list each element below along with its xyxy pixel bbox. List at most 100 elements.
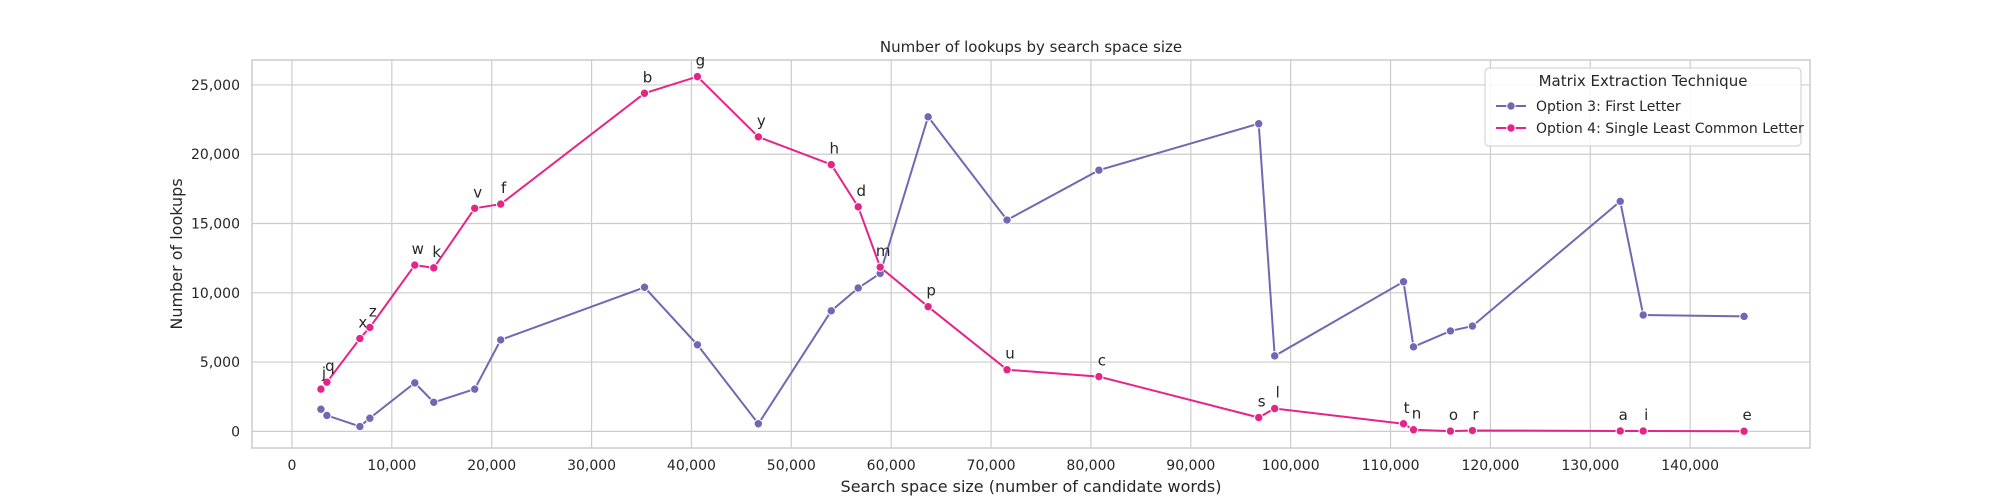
data-point	[1094, 165, 1104, 175]
x-tick-label: 120,000	[1461, 458, 1519, 474]
x-tick-label: 60,000	[867, 458, 916, 474]
data-point	[1615, 426, 1625, 436]
x-tick-label: 70,000	[967, 458, 1016, 474]
point-labels: j q xz w k v f b g y h d m p u c sl t n o r a i e	[321, 52, 1752, 425]
point-label: o	[1449, 406, 1458, 424]
point-label: t	[1404, 399, 1410, 417]
series-1	[316, 112, 1749, 432]
data-point	[1094, 371, 1104, 382]
data-point	[1002, 365, 1012, 375]
data-point	[1445, 426, 1456, 436]
data-point	[495, 199, 506, 209]
data-point	[639, 88, 650, 98]
data-point	[853, 283, 863, 293]
legend-marker	[1506, 101, 1516, 111]
series-2	[316, 71, 1749, 436]
data-point	[1467, 321, 1478, 331]
data-point	[322, 410, 332, 421]
x-tick-label: 130,000	[1561, 458, 1619, 474]
data-point	[1638, 426, 1648, 436]
legend-entry: Option 3: First Letter	[1496, 99, 1681, 115]
point-label: k	[432, 243, 441, 261]
x-tick-label: 40,000	[667, 458, 716, 474]
data-point	[365, 322, 375, 333]
data-point	[355, 421, 365, 432]
x-tick-label: 10,000	[367, 458, 416, 474]
data-point	[692, 340, 703, 350]
data-point	[1269, 351, 1280, 361]
x-tick-label: 140,000	[1661, 458, 1719, 474]
data-point	[753, 419, 764, 429]
data-point	[1638, 310, 1648, 320]
point-label: s	[1258, 393, 1266, 411]
x-tick-label: 100,000	[1262, 458, 1320, 474]
y-tick-label: 10,000	[191, 286, 240, 302]
point-label: g	[696, 52, 706, 70]
legend-label: Option 4: Single Least Common Letter	[1536, 121, 1804, 137]
data-point	[1739, 311, 1749, 322]
point-label: f	[501, 179, 507, 197]
point-label: c	[1098, 352, 1106, 370]
data-point	[923, 301, 933, 312]
data-point	[1002, 215, 1012, 225]
data-point	[826, 306, 836, 316]
point-label: u	[1005, 345, 1015, 363]
point-label: m	[876, 242, 891, 260]
x-tick-label: 110,000	[1362, 458, 1420, 474]
data-point	[429, 263, 439, 273]
point-label: e	[1742, 406, 1751, 424]
data-point	[923, 112, 933, 122]
data-point	[1739, 426, 1749, 436]
data-point	[853, 202, 863, 212]
point-label: b	[643, 68, 653, 86]
point-label: z	[369, 302, 377, 320]
data-point	[495, 335, 506, 345]
point-label: i	[1644, 406, 1648, 424]
y-axis-label: Number of lookups	[167, 178, 186, 329]
data-point	[1269, 403, 1280, 414]
legend-label: Option 3: First Letter	[1536, 99, 1681, 115]
data-point	[1254, 119, 1264, 129]
legend-entry: Option 4: Single Least Common Letter	[1496, 121, 1804, 137]
data-point	[826, 159, 836, 170]
x-tick-label: 20,000	[467, 458, 516, 474]
data-point	[429, 397, 439, 407]
data-point	[1398, 277, 1409, 287]
x-axis-label: Search space size (number of candidate w…	[841, 477, 1222, 496]
data-point	[1408, 425, 1419, 435]
point-label: q	[325, 357, 335, 375]
x-tick-label: 80,000	[1066, 458, 1115, 474]
data-point	[355, 333, 365, 344]
point-label: d	[856, 182, 866, 200]
y-axis-ticks: 0 5,000 10,000 15,000 20,000 25,000	[191, 78, 240, 440]
x-tick-label: 50,000	[767, 458, 816, 474]
data-point	[1615, 196, 1625, 207]
data-point	[692, 71, 703, 82]
series-line	[320, 114, 1745, 428]
data-point	[1467, 425, 1478, 436]
data-point	[1445, 326, 1456, 336]
data-point	[1398, 419, 1409, 429]
data-point	[410, 378, 420, 388]
data-point	[365, 413, 375, 423]
legend-box	[1484, 67, 1802, 147]
data-point	[753, 132, 764, 142]
data-point	[316, 384, 326, 394]
point-label: l	[1276, 384, 1280, 402]
chart-title: Number of lookups by search space size	[880, 38, 1182, 56]
point-label: r	[1472, 406, 1479, 424]
legend-title: Matrix Extraction Technique	[1539, 72, 1748, 90]
point-label: y	[757, 112, 766, 130]
data-point	[410, 260, 420, 270]
data-point	[322, 377, 332, 387]
point-label: j	[321, 364, 326, 382]
x-tick-label: 0	[287, 458, 296, 474]
y-tick-label: 25,000	[191, 78, 240, 94]
legend: Matrix Extraction Technique Option 3: Fi…	[1484, 67, 1804, 147]
y-tick-label: 20,000	[191, 147, 240, 163]
plot-frame	[251, 59, 1811, 449]
point-label: x	[358, 314, 367, 332]
series-layer	[316, 71, 1749, 436]
y-tick-label: 15,000	[191, 217, 240, 233]
data-point	[1408, 342, 1419, 352]
